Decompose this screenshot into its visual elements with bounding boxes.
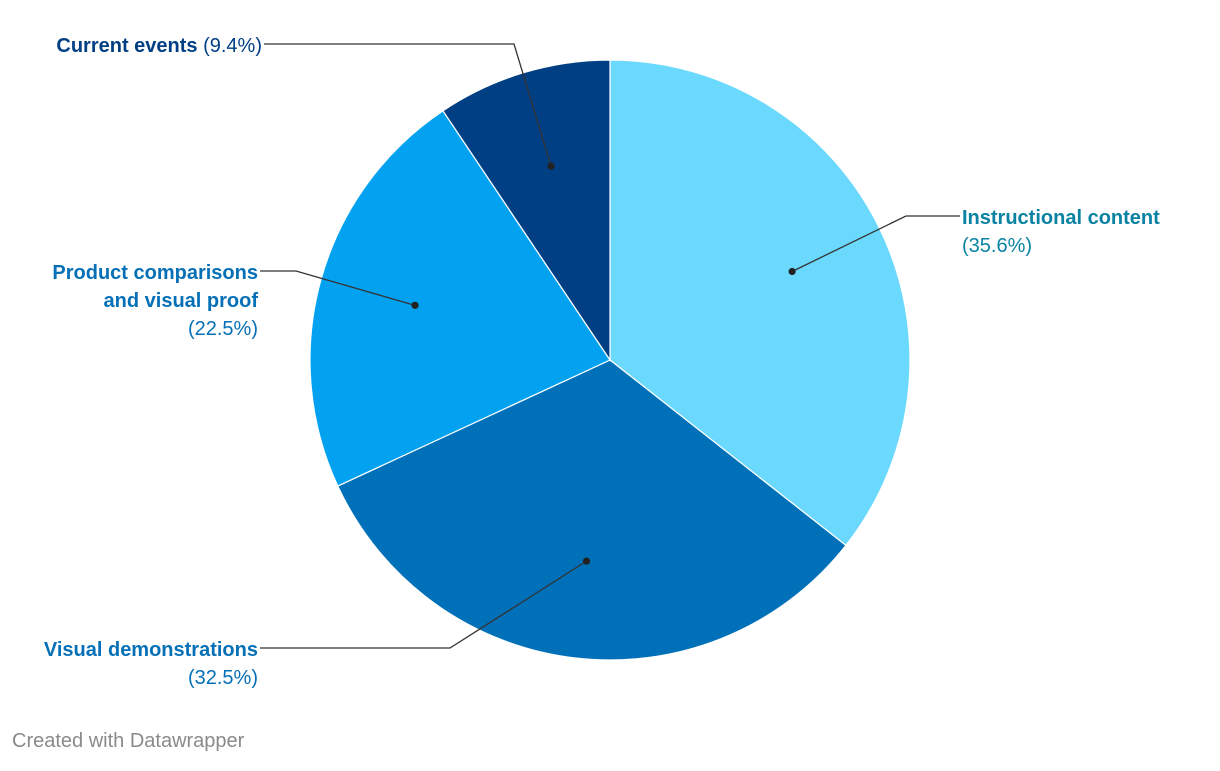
leader-line-current-events [264, 43, 552, 167]
leader-line-product-comparisons-and-visual-proof [260, 270, 416, 306]
leader-dot-current-events [547, 162, 555, 170]
leader-line-visual-demonstrations [260, 560, 587, 649]
pie-slice-visual-demonstrations [336, 359, 847, 661]
leader-lines-layer [260, 43, 960, 649]
slice-label-value-visual-demonstrations: (32.5%) [188, 667, 258, 689]
leader-dot-visual-demonstrations [582, 557, 591, 565]
slice-label-value-instructional-content: (35.6%) [962, 235, 1032, 257]
labels-layer: Instructional content (35.6%) Visual demon… [44, 35, 1160, 689]
slice-label-value: (9.4%) [203, 35, 262, 57]
slice-label-name-visual-demonstrations: Visual demonstrations [44, 639, 258, 661]
leader-dot-instructional-content [788, 267, 796, 276]
slice-label-name: Current events [56, 35, 203, 57]
slice-label-name-product-comparisons-and-visual-proof-line-1: Product comparisons [52, 262, 258, 284]
pie-slice-product-comparisons-and-visual-proof [309, 109, 611, 487]
slices-layer [309, 59, 911, 661]
slice-label-current-events: Current events (9.4%) [56, 35, 262, 57]
footer-credit: Created with Datawrapper [12, 730, 245, 752]
slice-label-name-instructional-content: Instructional content [962, 207, 1160, 229]
leader-line-instructional-content [791, 215, 960, 273]
slice-label-name-product-comparisons-and-visual-proof-line-2: and visual proof [104, 290, 259, 312]
leader-dot-product-comparisons-and-visual-proof [411, 301, 419, 309]
slice-label-value-product-comparisons-and-visual-proof: (22.5%) [188, 318, 258, 340]
